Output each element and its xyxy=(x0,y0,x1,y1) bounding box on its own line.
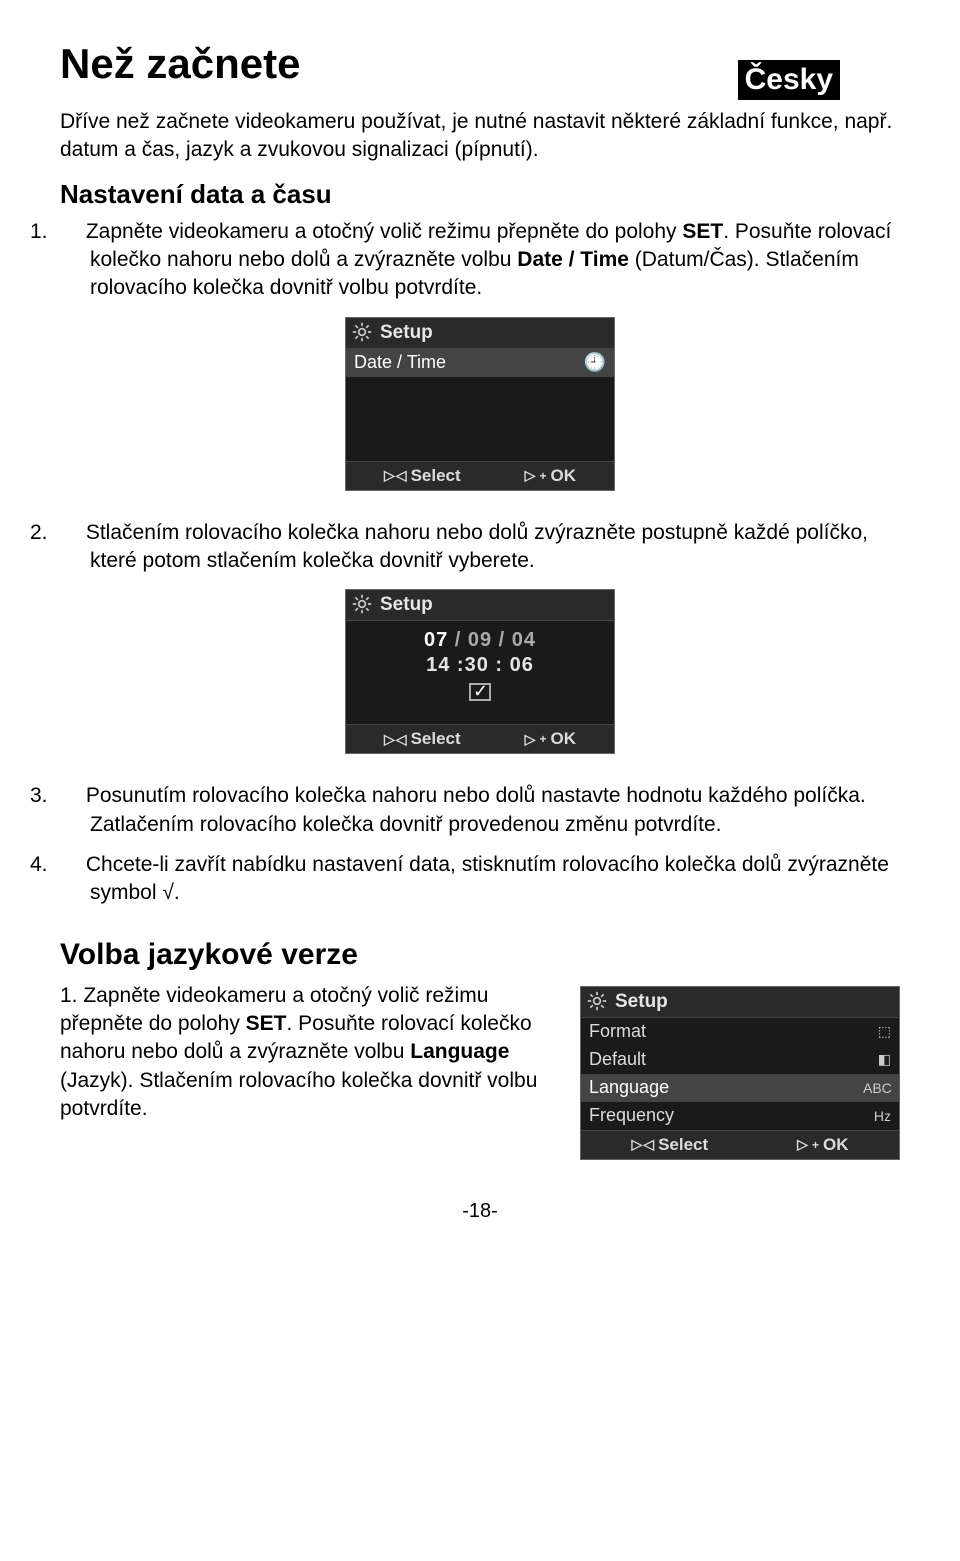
lcd-screenshot-datetime-edit: Setup 07 / 09 / 04 14 :30 : 06 Select +O… xyxy=(345,589,615,754)
clock-icon: 🕘 xyxy=(578,352,606,373)
time-sep: : xyxy=(489,654,510,676)
lcd-ok: +OK xyxy=(525,466,576,486)
lcd-row-format: Format ⬚ xyxy=(581,1018,899,1046)
lcd-row-default: Default ◧ xyxy=(581,1046,899,1074)
lcd-ok: +OK xyxy=(525,729,576,749)
lcd-title: Setup xyxy=(615,991,668,1012)
step-4: 4. Chcete-li zavřít nabídku nastavení da… xyxy=(60,851,900,908)
language-badge: Česky xyxy=(738,60,840,100)
lcd-confirm-row xyxy=(346,681,614,710)
lcd-row-empty xyxy=(346,405,614,433)
intro-paragraph: Dříve než začnete videokameru používat, … xyxy=(60,108,900,165)
lcd-row-datetime: Date / Time 🕘 xyxy=(346,349,614,377)
step-2: 2. Stlačením rolovacího kolečka nahoru n… xyxy=(60,519,900,576)
lcd-footer: Select +OK xyxy=(346,461,614,490)
lcd-row-frequency: Frequency Hz xyxy=(581,1102,899,1130)
ok-arrow-icon: + xyxy=(525,731,547,748)
lcd-row-label: Format xyxy=(589,1021,863,1042)
language-icon: ABC xyxy=(863,1080,891,1096)
page-number: -18- xyxy=(60,1200,900,1223)
lcd-header: Setup xyxy=(346,590,614,621)
step-text: Chcete-li zavřít nabídku nastavení data,… xyxy=(86,853,889,904)
gear-icon xyxy=(587,991,607,1011)
step-bold: Date / Time xyxy=(517,248,629,271)
step-number: 1. xyxy=(60,218,80,246)
time-hour: 14 xyxy=(426,654,450,676)
ok-arrow-icon: + xyxy=(797,1136,819,1153)
lcd-screenshot-datetime-menu: Setup Date / Time 🕘 Select +OK xyxy=(345,317,615,491)
step-bold: Language xyxy=(410,1040,509,1063)
gear-icon xyxy=(352,322,372,342)
time-sep: : xyxy=(450,654,464,676)
lcd-title: Setup xyxy=(380,322,433,343)
step-text: Zapněte videokameru a otočný volič režim… xyxy=(86,220,683,243)
lcd-header: Setup xyxy=(346,318,614,349)
select-arrows-icon xyxy=(632,1136,655,1153)
date-sep: / xyxy=(492,629,512,651)
date-month: 09 xyxy=(468,629,492,651)
lcd-date-box: 07 / 09 / 04 14 :30 : 06 xyxy=(346,621,614,681)
step-text: (Jazyk). Stlačením rolovacího kolečka do… xyxy=(60,1069,537,1120)
step-3: 3. Posunutím rolovacího kolečka nahoru n… xyxy=(60,782,900,839)
step-1: 1. Zapněte videokameru a otočný volič re… xyxy=(60,218,900,303)
time-min: 30 xyxy=(465,654,489,676)
section-language-heading: Volba jazykové verze xyxy=(60,938,900,972)
lcd-row-label: Default xyxy=(589,1049,863,1070)
gear-icon xyxy=(352,594,372,614)
step-text: Stlačením rolovacího kolečka nahoru nebo… xyxy=(86,521,868,572)
lcd-screenshot-language-menu: Setup Format ⬚ Default ◧ Language ABC Fr… xyxy=(580,986,900,1160)
lcd-time-line: 14 :30 : 06 xyxy=(346,654,614,677)
step-number: 1. xyxy=(60,984,78,1007)
frequency-icon: Hz xyxy=(863,1108,891,1124)
lcd-select: Select xyxy=(384,729,461,749)
lcd-row-label: Date / Time xyxy=(354,352,578,373)
select-arrows-icon xyxy=(384,467,407,484)
step-number: 4. xyxy=(60,851,80,879)
lcd-title: Setup xyxy=(380,594,433,615)
ok-arrow-icon: + xyxy=(525,467,547,484)
lcd-select: Select xyxy=(632,1135,709,1155)
lcd-row-language: Language ABC xyxy=(581,1074,899,1102)
lcd-footer: Select +OK xyxy=(581,1130,899,1159)
step-text: Posunutím rolovacího kolečka nahoru nebo… xyxy=(86,784,866,835)
format-icon: ⬚ xyxy=(863,1023,891,1040)
lcd-row-empty xyxy=(346,710,614,724)
lcd-ok: +OK xyxy=(797,1135,848,1155)
lcd-select: Select xyxy=(384,466,461,486)
date-sep: / xyxy=(448,629,468,651)
step-bold: SET xyxy=(246,1012,287,1035)
default-icon: ◧ xyxy=(863,1051,891,1068)
step-number: 2. xyxy=(60,519,80,547)
lcd-row-empty xyxy=(346,377,614,405)
lcd-row-empty xyxy=(346,433,614,461)
checkmark-icon xyxy=(469,683,491,701)
lcd-date-line: 07 / 09 / 04 xyxy=(346,629,614,652)
date-day: 07 xyxy=(424,629,448,651)
select-arrows-icon xyxy=(384,731,407,748)
lcd-row-label: Language xyxy=(589,1077,863,1098)
date-year: 04 xyxy=(512,629,536,651)
lcd-footer: Select +OK xyxy=(346,724,614,753)
step-number: 3. xyxy=(60,782,80,810)
time-sec: 06 xyxy=(510,654,534,676)
lcd-header: Setup xyxy=(581,987,899,1018)
step-bold: SET xyxy=(682,220,723,243)
section-datetime-heading: Nastavení data a času xyxy=(60,179,900,210)
lcd-row-label: Frequency xyxy=(589,1105,863,1126)
